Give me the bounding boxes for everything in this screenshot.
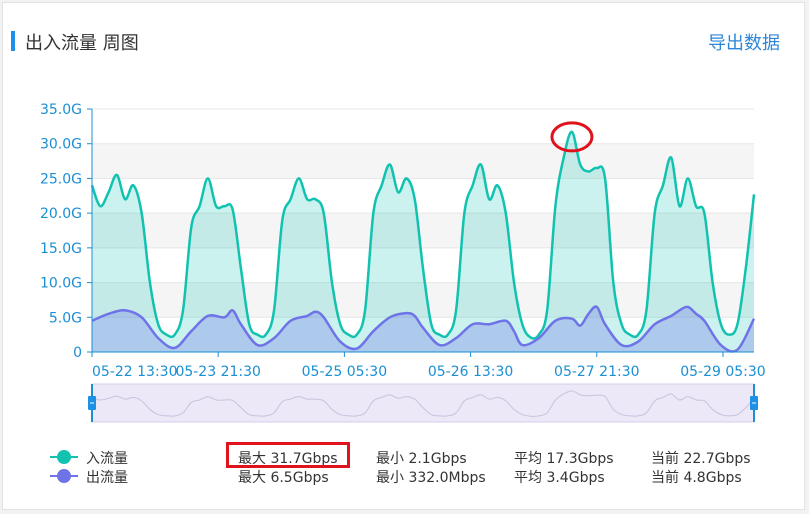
legend-outbound-avg: 平均 3.4Gbps — [514, 470, 605, 486]
legend-dot-inbound — [57, 450, 71, 464]
x-tick-label: 05-27 21:30 — [554, 364, 639, 380]
export-data-link[interactable]: 导出数据 — [708, 33, 780, 54]
series-line-outbound — [91, 305, 756, 353]
page-title: 出入流量 周图 — [25, 33, 139, 54]
legend-dot-outbound — [57, 469, 71, 483]
y-tick-label: 10.0G — [40, 276, 82, 292]
x-tick-label: 05-23 21:30 — [175, 364, 260, 380]
zoom-slider — [50, 383, 758, 483]
legend-outbound-max: 最大 6.5Gbps — [238, 470, 329, 486]
grid-band — [92, 282, 754, 318]
title-accent-bar — [11, 31, 15, 51]
peak-circle — [550, 121, 594, 153]
zoom-preview-line — [91, 390, 755, 417]
y-tick-label: 35.0G — [40, 102, 82, 118]
y-tick-label: 25.0G — [40, 171, 82, 187]
legend-label-outbound: 出流量 — [86, 470, 128, 486]
x-tick-label: 05-26 13:30 — [428, 364, 513, 380]
x-tick-label: 05-25 05:30 — [302, 364, 387, 380]
peak-annotation — [550, 121, 594, 153]
chart-areas — [90, 130, 756, 353]
grid-band — [92, 213, 754, 248]
legend-outbound-min: 最小 332.0Mbps — [376, 470, 486, 486]
y-tick-label: 30.0G — [40, 137, 82, 153]
y-tick-label: 20.0G — [40, 206, 82, 222]
legend-inbound-current: 当前 22.7Gbps — [651, 451, 751, 467]
y-tick-label: 0 — [73, 345, 82, 361]
legend-outbound-current: 当前 4.8Gbps — [651, 470, 742, 486]
legend-label-inbound: 入流量 — [86, 451, 128, 467]
legend-inbound-avg: 平均 17.3Gbps — [514, 451, 614, 467]
legend-inbound-min: 最小 2.1Gbps — [376, 451, 467, 467]
x-tick-label: 05-22 13:30 — [92, 364, 177, 380]
series-line-inbound — [90, 130, 756, 340]
y-tick-label: 5.0G — [49, 310, 82, 326]
chart-grid — [92, 108, 754, 353]
y-tick-label: 15.0G — [40, 241, 82, 257]
y-axis: 0 5.0G 10.0G 15.0G 20.0G 25.0G 30.0G 35.0G — [40, 102, 93, 361]
series-area-inbound — [92, 131, 754, 352]
x-tick-label: 05-29 05:30 — [680, 364, 765, 380]
legend-inbound-max: 最大 31.7Gbps — [238, 451, 338, 467]
grid-band — [92, 143, 754, 179]
